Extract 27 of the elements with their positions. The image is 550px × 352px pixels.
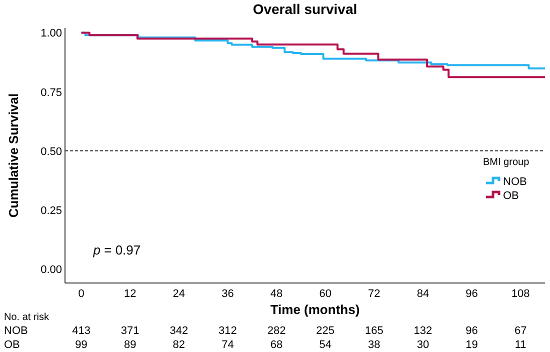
- y-tick-label: 0.00: [40, 264, 62, 276]
- legend-label: OB: [503, 190, 519, 202]
- x-tick-label: 72: [368, 288, 380, 300]
- x-axis-title: Time (months): [270, 302, 360, 317]
- y-tick-label: 1.00: [40, 28, 62, 40]
- x-tick-label: 48: [270, 288, 283, 300]
- x-tick-label: 60: [319, 288, 332, 300]
- x-tick-label: 108: [511, 288, 530, 300]
- x-tick-label: 24: [172, 288, 186, 300]
- x-tick-label: 36: [222, 288, 234, 300]
- y-tick-label: 0.50: [40, 146, 62, 158]
- chart-title: Overall survival: [252, 1, 358, 17]
- legend-label: NOB: [503, 176, 527, 188]
- text: 413 371 342 312 282 225 165 132 96 67: [72, 325, 527, 337]
- x-tick-label: 12: [124, 288, 136, 300]
- y-tick-label: 0.75: [40, 86, 62, 99]
- legend-title: BMI group: [483, 157, 530, 168]
- annotation: p = 0.97: [92, 242, 141, 258]
- text: OB: [4, 339, 20, 351]
- x-tick-label: 0: [78, 288, 84, 300]
- text: No. at risk: [4, 312, 50, 323]
- text: NOB: [4, 325, 28, 337]
- x-tick-label: 96: [466, 288, 478, 300]
- y-axis-title: Cumulative Survival: [6, 93, 21, 218]
- x-tick-label: 84: [416, 288, 430, 300]
- text: 99 89 82 74 68 54 38 30 19 11: [75, 339, 526, 351]
- y-tick-label: 0.25: [40, 204, 62, 217]
